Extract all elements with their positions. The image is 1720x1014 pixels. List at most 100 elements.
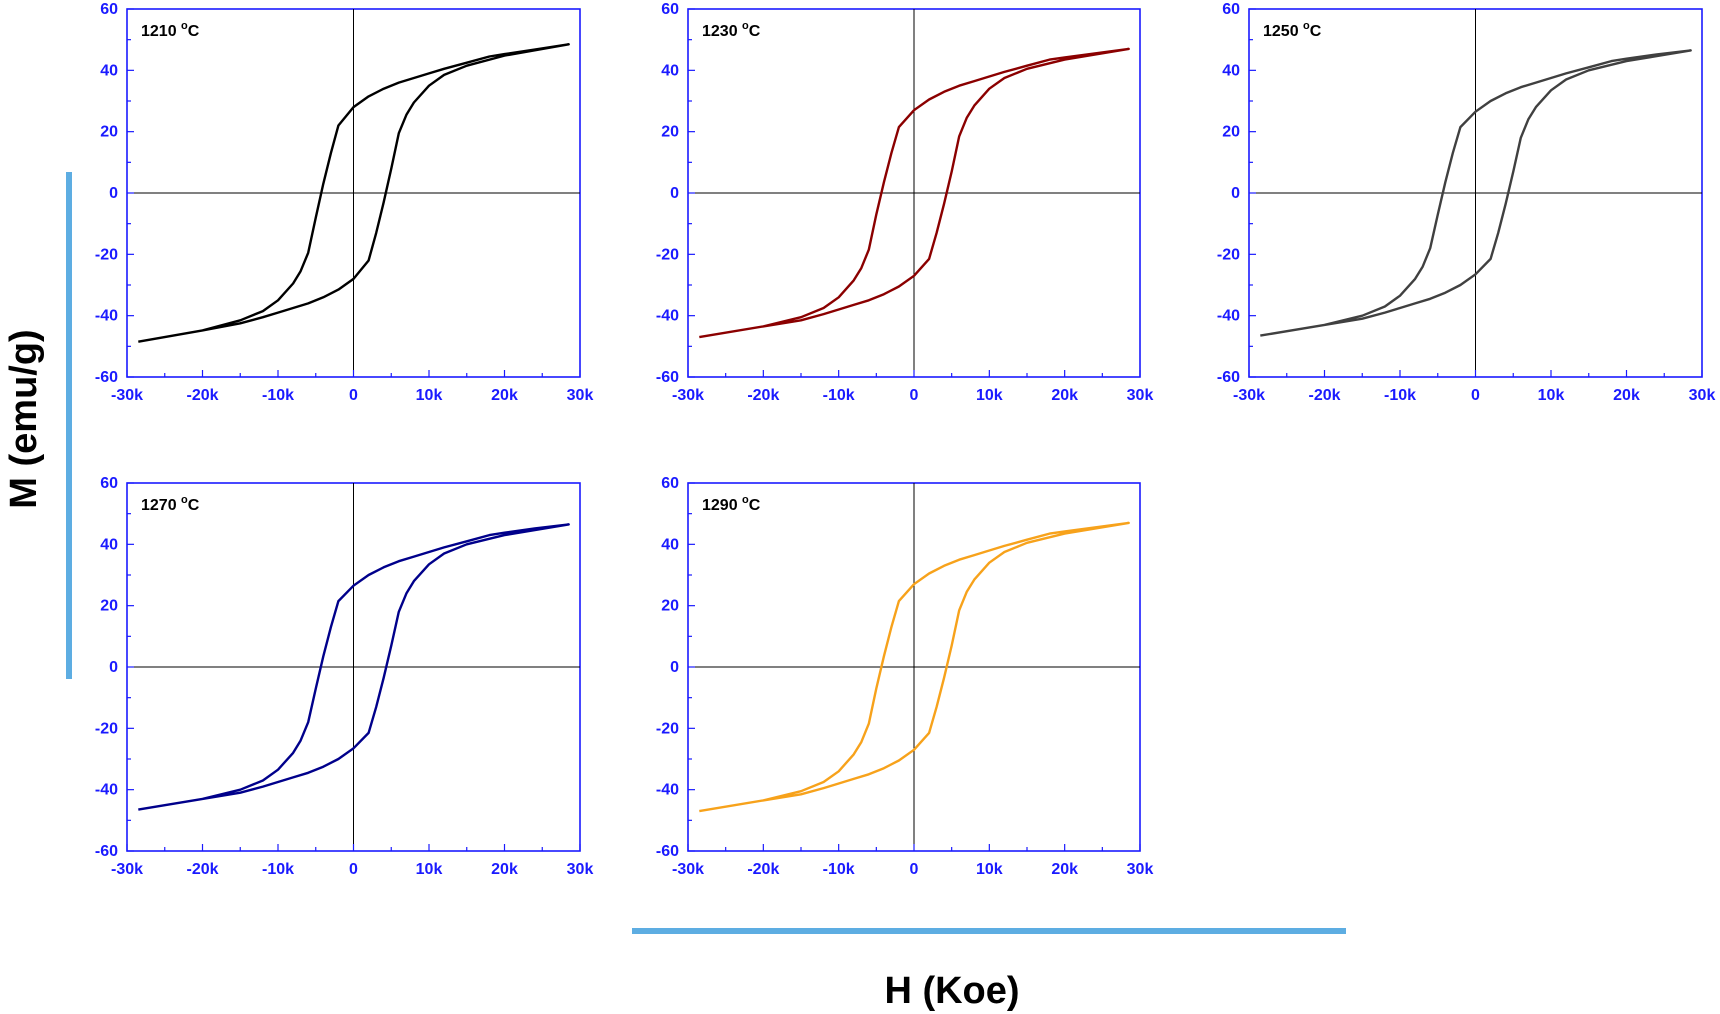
x-tick-label: -30k <box>672 387 704 404</box>
x-tick-label: -30k <box>672 861 704 878</box>
x-tick-label: -10k <box>262 861 294 878</box>
panel-title: 1230 oC <box>702 20 761 40</box>
y-tick-label: 0 <box>109 659 118 676</box>
hysteresis-loop <box>699 521 1130 813</box>
y-axis-title: M (emu/g) <box>3 329 45 508</box>
y-tick-label: -60 <box>656 369 679 386</box>
panel-title-unit: C <box>188 23 200 40</box>
y-tick-label: 20 <box>1222 124 1240 141</box>
x-accent-bar <box>632 928 1346 934</box>
x-tick-label: 10k <box>416 861 443 878</box>
x-tick-label: -30k <box>111 387 143 404</box>
panel-4: -60 -40 -20 0 20 40 60 -30k -20k -10k 0 10k 20k 30k 12… <box>95 475 594 878</box>
y-tick-label: -60 <box>95 843 118 860</box>
y-tick-label: 60 <box>100 1 118 18</box>
panel-title-temp: 1210 <box>141 23 181 40</box>
x-tick-label: 30k <box>567 861 594 878</box>
y-tick-label: -40 <box>1217 308 1240 325</box>
x-tick-label: 20k <box>1051 387 1078 404</box>
panel-title-unit: C <box>188 497 200 514</box>
x-tick-label: 20k <box>1613 387 1640 404</box>
panel-title-unit: C <box>749 497 761 514</box>
y-tick-label: -60 <box>656 843 679 860</box>
hysteresis-loop <box>138 43 570 343</box>
panel-title-temp: 1250 <box>1263 23 1303 40</box>
y-tick-label: 20 <box>661 598 679 615</box>
y-tick-label: 0 <box>670 185 679 202</box>
y-tick-label: 0 <box>1231 185 1240 202</box>
y-tick-label: -20 <box>1217 246 1240 263</box>
y-tick-label: -20 <box>656 246 679 263</box>
panel-title: 1290 oC <box>702 494 761 514</box>
y-accent-bar <box>66 172 72 679</box>
x-tick-label: 30k <box>1689 387 1716 404</box>
panel-title-unit: C <box>749 23 761 40</box>
y-tick-label: -40 <box>95 782 118 799</box>
y-tick-label: -20 <box>656 720 679 737</box>
y-tick-label: 60 <box>100 475 118 492</box>
hysteresis-loop <box>699 47 1130 339</box>
x-tick-label: -20k <box>186 387 218 404</box>
panel-title: 1250 oC <box>1263 20 1322 40</box>
panel-title-degree: o <box>1303 20 1310 32</box>
x-tick-label: 30k <box>1127 387 1154 404</box>
panel-3: -60 -40 -20 0 20 40 60 -30k -20k -10k 0 10k 20k 30k 12… <box>1217 1 1716 404</box>
panel-title-temp: 1290 <box>702 497 742 514</box>
x-tick-label: 10k <box>976 387 1003 404</box>
x-tick-label: 10k <box>1538 387 1565 404</box>
x-tick-label: -20k <box>747 387 779 404</box>
y-tick-label: -40 <box>656 308 679 325</box>
panel-1: -60 -40 -20 0 20 40 60 -30k -20k -10k 0 10k 20k 30k 12… <box>95 1 594 404</box>
y-tick-label: 0 <box>670 659 679 676</box>
panel-title-unit: C <box>1310 23 1322 40</box>
y-tick-label: -20 <box>95 246 118 263</box>
panel-title-degree: o <box>742 494 749 506</box>
panel-title-temp: 1230 <box>702 23 742 40</box>
x-axis-title: H (Koe) <box>884 970 1019 1012</box>
y-tick-label: -60 <box>1217 369 1240 386</box>
x-tick-label: 0 <box>349 861 358 878</box>
panel-title-degree: o <box>742 20 749 32</box>
x-tick-label: -20k <box>186 861 218 878</box>
panels: -60 -40 -20 0 20 40 60 -30k -20k -10k 0 10k 20k 30k 12… <box>95 1 1716 878</box>
y-tick-label: 40 <box>1222 62 1240 79</box>
y-tick-label: 20 <box>100 598 118 615</box>
y-tick-label: 60 <box>661 475 679 492</box>
y-tick-label: 20 <box>100 124 118 141</box>
y-tick-label: 20 <box>661 124 679 141</box>
x-tick-label: -30k <box>1233 387 1265 404</box>
x-tick-label: -10k <box>262 387 294 404</box>
x-tick-label: -10k <box>823 387 855 404</box>
x-tick-label: 20k <box>491 387 518 404</box>
y-tick-label: 40 <box>100 536 118 553</box>
x-tick-label: -20k <box>1308 387 1340 404</box>
x-tick-label: 0 <box>910 387 919 404</box>
x-tick-label: 10k <box>976 861 1003 878</box>
x-tick-label: 20k <box>1051 861 1078 878</box>
x-tick-label: -30k <box>111 861 143 878</box>
x-tick-label: 0 <box>910 861 919 878</box>
hysteresis-loop <box>1260 49 1692 337</box>
panel-2: -60 -40 -20 0 20 40 60 -30k -20k -10k 0 10k 20k 30k 12… <box>656 1 1154 404</box>
y-tick-label: -40 <box>95 308 118 325</box>
y-tick-label: 40 <box>100 62 118 79</box>
y-tick-label: 60 <box>1222 1 1240 18</box>
panel-title: 1270 oC <box>141 494 200 514</box>
x-tick-label: -10k <box>1384 387 1416 404</box>
y-tick-label: -20 <box>95 720 118 737</box>
panel-title: 1210 oC <box>141 20 200 40</box>
x-tick-label: 20k <box>491 861 518 878</box>
y-tick-label: -40 <box>656 782 679 799</box>
panel-title-temp: 1270 <box>141 497 181 514</box>
x-tick-label: 30k <box>567 387 594 404</box>
x-tick-label: 0 <box>349 387 358 404</box>
y-tick-label: 40 <box>661 536 679 553</box>
panel-title-degree: o <box>181 494 188 506</box>
x-tick-label: -20k <box>747 861 779 878</box>
hysteresis-loop <box>138 523 570 811</box>
x-tick-label: 10k <box>416 387 443 404</box>
y-tick-label: 0 <box>109 185 118 202</box>
y-tick-label: 60 <box>661 1 679 18</box>
panel-5: -60 -40 -20 0 20 40 60 -30k -20k -10k 0 10k 20k 30k 12… <box>656 475 1154 878</box>
